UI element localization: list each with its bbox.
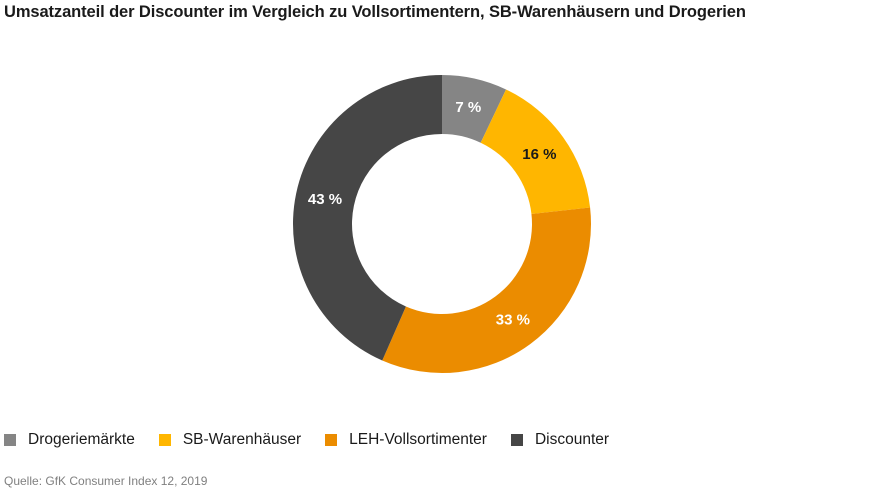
legend: Drogeriemärkte SB-Warenhäuser LEH-Vollso… xyxy=(4,431,633,449)
slice-value-label-discounter: 43 % xyxy=(308,191,342,208)
donut-slice-sb-warenhaeuser xyxy=(480,89,591,215)
chart-title: Umsatzanteil der Discounter im Vergleich… xyxy=(4,3,746,21)
donut-chart: 7 % 16 % 33 % 43 % xyxy=(293,75,591,373)
legend-item-leh-vollsortimenter: LEH-Vollsortimenter xyxy=(325,431,487,449)
legend-swatch-drogeriemaerkte xyxy=(4,434,16,446)
legend-swatch-discounter xyxy=(510,434,523,446)
legend-label-sb-warenhaeuser: SB-Warenhäuser xyxy=(182,431,302,448)
legend-label-discounter: Discounter xyxy=(534,431,610,448)
slice-value-label-sb-warenhaeuser: 16 % xyxy=(522,146,556,163)
legend-item-sb-warenhaeuser: SB-Warenhäuser xyxy=(158,431,302,449)
slice-value-label-leh-vollsortimenter: 33 % xyxy=(496,312,530,329)
donut-slice-leh-vollsortimenter xyxy=(382,207,591,373)
legend-label-leh-vollsortimenter: LEH-Vollsortimenter xyxy=(349,431,487,448)
legend-swatch-sb-warenhaeuser xyxy=(158,434,171,446)
legend-item-drogeriemaerkte: Drogeriemärkte xyxy=(4,431,135,449)
donut-slice-discounter xyxy=(293,75,442,361)
legend-label-drogeriemaerkte: Drogeriemärkte xyxy=(28,431,135,448)
legend-swatch-leh-vollsortimenter xyxy=(325,434,338,446)
slice-value-label-drogeriemaerkte: 7 % xyxy=(455,99,481,116)
source-note: Quelle: GfK Consumer Index 12, 2019 xyxy=(4,474,208,488)
legend-item-discounter: Discounter xyxy=(510,431,610,449)
donut-slice-drogeriemaerkte xyxy=(442,75,507,143)
